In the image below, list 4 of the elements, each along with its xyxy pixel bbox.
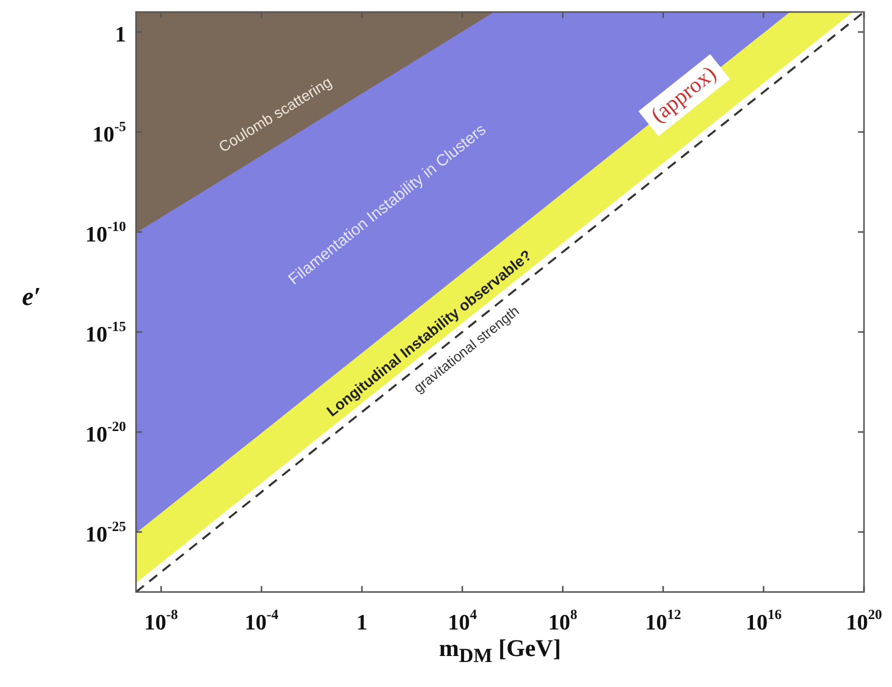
- y-tick-label: 1: [115, 22, 126, 47]
- x-tick-label: 1: [356, 610, 368, 635]
- x-axis-title: m$_{DM}$ [GeV]: [438, 636, 562, 668]
- y-axis-title: e′: [22, 282, 41, 312]
